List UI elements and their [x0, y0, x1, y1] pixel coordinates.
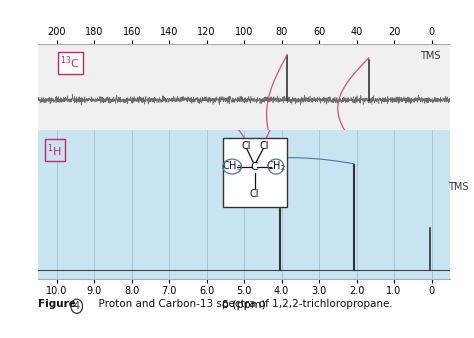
Text: 4: 4 — [74, 301, 80, 311]
X-axis label: δ (ppm): δ (ppm) — [222, 300, 266, 310]
Text: TMS: TMS — [448, 182, 469, 192]
Text: Cl: Cl — [250, 189, 259, 199]
Text: C: C — [251, 162, 258, 172]
Text: Proton and Carbon-13 spectra of 1,2,2-trichloropropane.: Proton and Carbon-13 spectra of 1,2,2-tr… — [92, 299, 393, 309]
Text: CH$_2$: CH$_2$ — [266, 160, 286, 173]
Text: CH$_3$: CH$_3$ — [222, 160, 242, 173]
Text: $^{1}$H: $^{1}$H — [47, 142, 62, 159]
Text: TMS: TMS — [420, 51, 441, 61]
Text: Cl: Cl — [241, 142, 251, 151]
Polygon shape — [223, 138, 287, 208]
Text: Figure: Figure — [38, 299, 76, 309]
Text: Cl: Cl — [260, 142, 270, 151]
Text: $^{13}$C: $^{13}$C — [60, 54, 80, 71]
